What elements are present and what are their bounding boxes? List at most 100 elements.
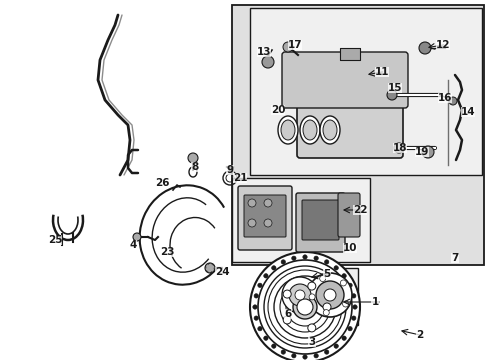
Circle shape <box>347 283 351 288</box>
Circle shape <box>341 274 346 278</box>
Circle shape <box>296 299 312 315</box>
Circle shape <box>333 266 338 270</box>
Text: 25: 25 <box>48 235 62 245</box>
Text: 8: 8 <box>191 162 198 172</box>
Circle shape <box>418 42 430 54</box>
Circle shape <box>257 283 262 288</box>
Text: 18: 18 <box>392 143 407 153</box>
Circle shape <box>204 263 215 273</box>
Circle shape <box>324 260 328 264</box>
Circle shape <box>271 266 275 270</box>
Circle shape <box>393 143 403 153</box>
Circle shape <box>249 252 359 360</box>
Bar <box>249 8 481 175</box>
FancyBboxPatch shape <box>244 195 285 237</box>
Circle shape <box>281 260 285 264</box>
Circle shape <box>315 281 343 309</box>
Circle shape <box>333 344 338 348</box>
Circle shape <box>263 274 267 278</box>
Circle shape <box>342 301 348 307</box>
Circle shape <box>288 284 310 306</box>
Circle shape <box>386 90 396 100</box>
Text: 23: 23 <box>160 247 174 257</box>
Text: 19: 19 <box>414 147 428 157</box>
Text: 1: 1 <box>370 297 378 307</box>
Circle shape <box>252 305 257 309</box>
Ellipse shape <box>303 120 316 140</box>
FancyBboxPatch shape <box>282 52 407 108</box>
Ellipse shape <box>319 116 339 144</box>
Circle shape <box>291 354 295 358</box>
Text: 3: 3 <box>308 337 315 347</box>
Circle shape <box>351 316 355 320</box>
Circle shape <box>352 305 356 309</box>
Circle shape <box>302 355 306 359</box>
Circle shape <box>283 42 292 52</box>
Circle shape <box>324 350 328 354</box>
Circle shape <box>281 350 285 354</box>
Text: 15: 15 <box>387 83 402 93</box>
Circle shape <box>257 327 262 331</box>
Ellipse shape <box>278 116 297 144</box>
Text: 20: 20 <box>270 105 285 115</box>
Bar <box>231 5 483 265</box>
Text: 22: 22 <box>352 205 366 215</box>
Circle shape <box>283 290 291 298</box>
Circle shape <box>324 289 335 301</box>
FancyBboxPatch shape <box>302 200 338 240</box>
Circle shape <box>313 256 318 260</box>
Circle shape <box>307 273 351 317</box>
Circle shape <box>347 327 351 331</box>
Bar <box>269 268 357 325</box>
Circle shape <box>351 294 355 298</box>
Circle shape <box>262 56 273 68</box>
Circle shape <box>302 255 306 259</box>
Circle shape <box>291 256 295 260</box>
Circle shape <box>308 294 314 300</box>
Circle shape <box>323 303 330 311</box>
Circle shape <box>448 97 456 105</box>
Circle shape <box>421 146 433 158</box>
Bar <box>339 48 359 60</box>
Circle shape <box>307 324 315 332</box>
Circle shape <box>307 282 315 290</box>
Circle shape <box>271 344 275 348</box>
Circle shape <box>340 280 346 286</box>
Text: 21: 21 <box>232 173 247 183</box>
Text: 12: 12 <box>435 40 449 50</box>
Circle shape <box>292 295 316 319</box>
FancyBboxPatch shape <box>337 193 359 237</box>
Ellipse shape <box>281 120 294 140</box>
FancyBboxPatch shape <box>295 193 345 252</box>
Circle shape <box>254 294 258 298</box>
Text: 17: 17 <box>287 40 302 50</box>
Circle shape <box>133 233 141 241</box>
Circle shape <box>264 219 271 227</box>
Ellipse shape <box>323 120 336 140</box>
Circle shape <box>264 199 271 207</box>
Text: 5: 5 <box>323 269 330 279</box>
Ellipse shape <box>299 116 319 144</box>
Text: 9: 9 <box>226 165 233 175</box>
Circle shape <box>323 310 328 316</box>
FancyBboxPatch shape <box>296 62 402 158</box>
Text: 24: 24 <box>214 267 229 277</box>
Text: 16: 16 <box>437 93 451 103</box>
Circle shape <box>283 316 291 324</box>
Circle shape <box>187 153 198 163</box>
Circle shape <box>341 336 346 340</box>
Circle shape <box>247 219 256 227</box>
Text: 26: 26 <box>154 178 169 188</box>
Text: 7: 7 <box>450 253 458 263</box>
Text: 4: 4 <box>129 240 137 250</box>
Circle shape <box>282 277 317 313</box>
FancyBboxPatch shape <box>238 186 291 250</box>
Circle shape <box>247 199 256 207</box>
Bar <box>231 178 369 262</box>
Circle shape <box>294 290 305 300</box>
Text: 13: 13 <box>256 47 271 57</box>
Circle shape <box>319 275 325 282</box>
Circle shape <box>313 354 318 358</box>
Circle shape <box>263 336 267 340</box>
Text: 11: 11 <box>374 67 388 77</box>
